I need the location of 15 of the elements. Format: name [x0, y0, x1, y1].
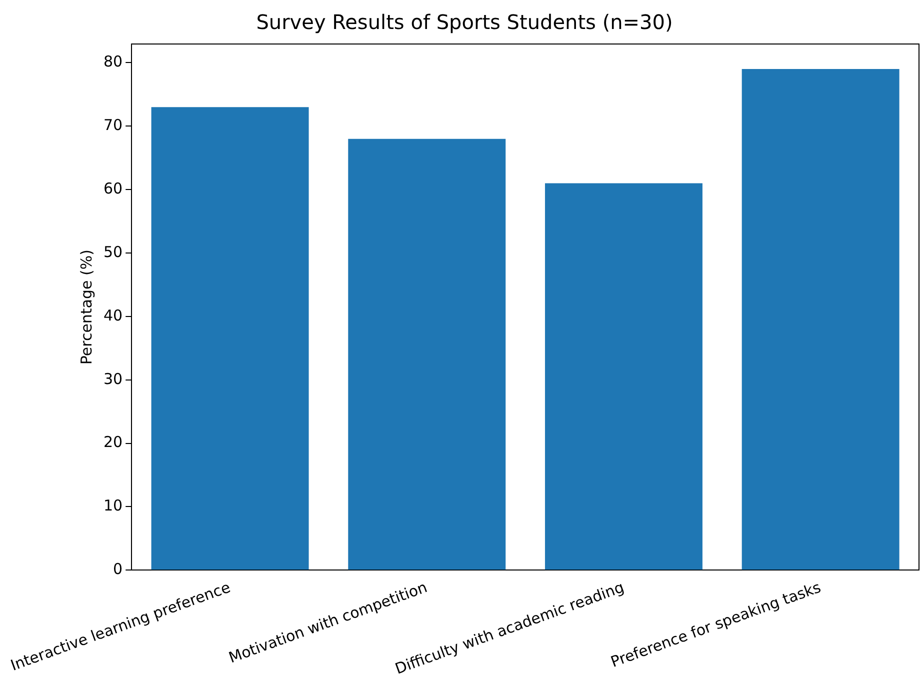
bar — [742, 69, 900, 570]
bar — [151, 107, 309, 570]
y-axis-title: Percentage (%) — [77, 250, 96, 365]
y-tick-label: 20 — [104, 433, 123, 452]
y-tick-label: 40 — [104, 306, 123, 324]
y-tick-label: 80 — [104, 52, 123, 71]
y-tick-label: 50 — [104, 242, 123, 261]
y-tick-label: 10 — [104, 496, 123, 515]
y-tick-label: 60 — [104, 179, 123, 198]
bar — [544, 183, 702, 570]
y-tick-label: 0 — [113, 560, 123, 578]
y-tick-label: 70 — [104, 116, 123, 134]
chart-title: Survey Results of Sports Students (n=30) — [256, 10, 673, 34]
y-tick-label: 30 — [104, 370, 123, 388]
bar — [348, 138, 506, 570]
